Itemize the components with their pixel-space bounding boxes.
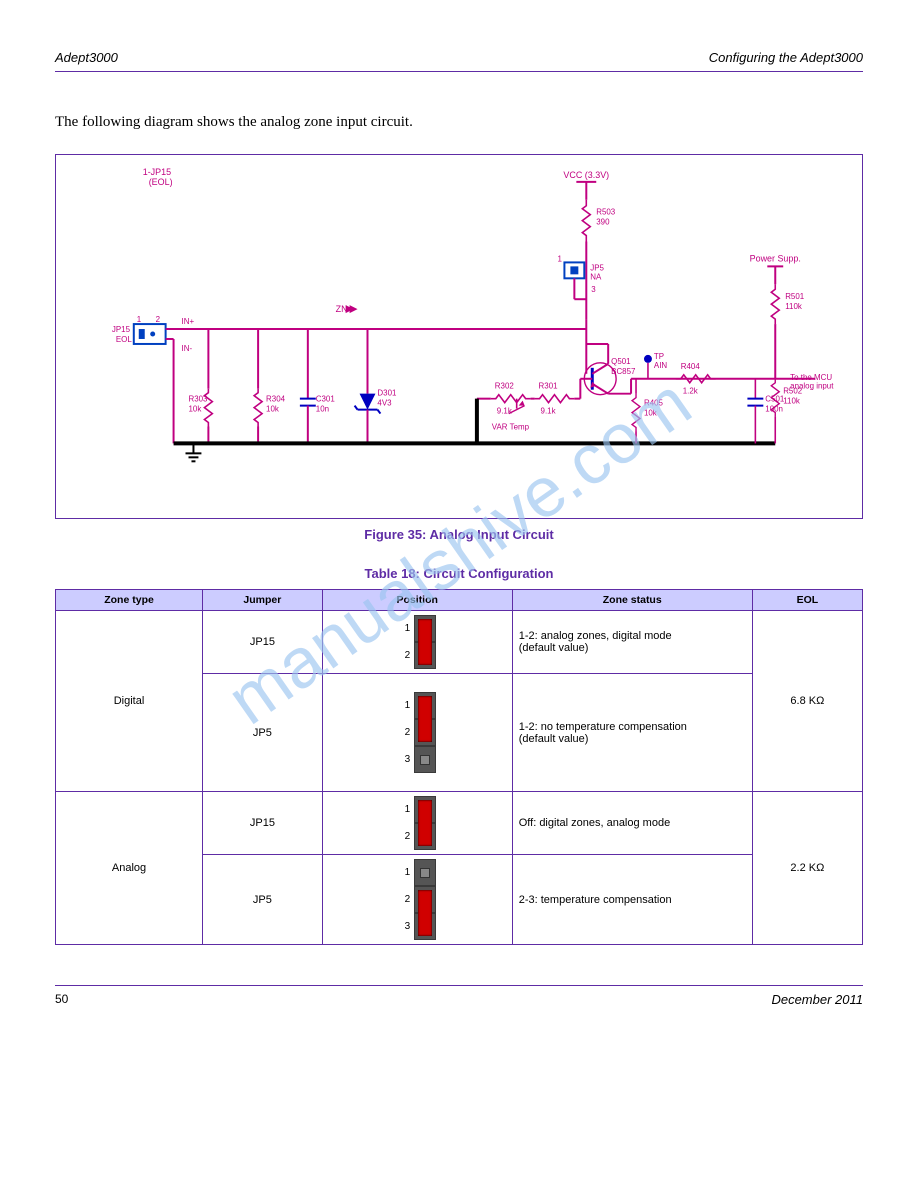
cell-jumper: JP15 [203, 792, 323, 855]
vcc-label: VCC (3.3V) [563, 170, 609, 180]
svg-text:2: 2 [156, 315, 161, 324]
jumper-icon: 1 2 3 [398, 692, 436, 773]
inplus: IN+ [182, 317, 195, 326]
table-row: Analog JP15 1 2 Off: digital zones, anal… [56, 792, 863, 855]
config-table: Zone type Jumper Position Zone status EO… [55, 589, 863, 945]
page-number: 50 [55, 992, 68, 1007]
table-row: Digital JP15 1 2 1-2: analog zones, digi… [56, 611, 863, 674]
mcu-label: To the MCU [790, 373, 832, 382]
col-status: Zone status [512, 590, 752, 611]
r304v: 10k [266, 405, 279, 414]
d301v: 4V3 [377, 399, 392, 408]
cell-position: 1 2 3 [322, 855, 512, 945]
jumper-icon: 1 2 3 [398, 859, 436, 940]
circuit-svg: 1-JP15 (EOL) VCC (3.3V) R503 390 JP5 NA … [56, 155, 862, 518]
r303-lbl: R303 [188, 395, 208, 404]
cell-position: 1 2 [322, 792, 512, 855]
svg-text:1: 1 [137, 315, 142, 324]
r405v: 10k [644, 409, 657, 418]
r405-lbl: R405 [644, 399, 664, 408]
r502v: 110k [783, 397, 800, 406]
c301-lbl: C301 [316, 395, 336, 404]
cell-zone: Digital [56, 611, 203, 792]
jp15-top-label: 1-JP15 [143, 167, 171, 177]
jp15-lbl: JP15 [112, 325, 131, 334]
cell-status: Off: digital zones, analog mode [512, 792, 752, 855]
table-header-row: Zone type Jumper Position Zone status EO… [56, 590, 863, 611]
header-left: Adept3000 [55, 50, 118, 65]
r503v: 390 [596, 218, 610, 227]
intro-text: The following diagram shows the analog z… [55, 112, 863, 132]
cell-zone: Analog [56, 792, 203, 945]
jp15v: EOL [116, 335, 132, 344]
pwr-label: Power Supp. [750, 254, 801, 264]
d301-lbl: D301 [377, 389, 397, 398]
r302-lbl: R302 [495, 382, 515, 391]
r301v: 9.1k [541, 407, 556, 416]
col-jumper: Jumper [203, 590, 323, 611]
page-footer: 50 December 2011 [55, 992, 863, 1007]
jumper-icon: 1 2 [398, 615, 436, 669]
cell-position: 1 2 3 [322, 674, 512, 792]
header-right: Configuring the Adept3000 [709, 50, 863, 65]
r501-lbl: R501 [785, 292, 805, 301]
cell-jumper: JP5 [203, 855, 323, 945]
cell-jumper: JP5 [203, 674, 323, 792]
r503-lbl: R503 [596, 208, 616, 217]
c301v: 10n [316, 405, 329, 414]
jumper-icon: 1 2 [398, 796, 436, 850]
cell-status: 1-2: analog zones, digital mode (default… [512, 611, 752, 674]
svg-text:3: 3 [591, 285, 596, 294]
tvar: VAR Temp [492, 423, 530, 432]
jp15-top-label2: (EOL) [149, 177, 173, 187]
r404v: 1.2k [683, 387, 698, 396]
cell-status: 2-3: temperature compensation [512, 855, 752, 945]
circuit-figure: 1-JP15 (EOL) VCC (3.3V) R503 390 JP5 NA … [55, 154, 863, 519]
q501v: BC857 [611, 367, 636, 376]
r301-lbl: R301 [539, 382, 559, 391]
cell-status: 1-2: no temperature compensation (defaul… [512, 674, 752, 792]
jp5-lbl: JP5 [590, 264, 604, 273]
r304-lbl: R304 [266, 395, 286, 404]
cell-jumper: JP15 [203, 611, 323, 674]
col-zone: Zone type [56, 590, 203, 611]
footer-date: December 2011 [771, 992, 863, 1007]
r302v: 9.1k [497, 407, 512, 416]
cell-eol: 2.2 KΩ [752, 792, 862, 945]
c501-lbl: C501 [765, 395, 785, 404]
svg-text:analog input: analog input [790, 382, 834, 391]
cell-position: 1 2 [322, 611, 512, 674]
col-eol: EOL [752, 590, 862, 611]
page-header: Adept3000 Configuring the Adept3000 [55, 50, 863, 65]
header-rule [55, 71, 863, 72]
r303v: 10k [188, 405, 201, 414]
table-title: Table 18: Circuit Configuration [55, 566, 863, 581]
svg-text:TP: TP [654, 352, 664, 361]
ain: AIN [654, 361, 667, 370]
footer-rule [55, 985, 863, 986]
figure-caption: Figure 35: Analog Input Circuit [55, 527, 863, 542]
svg-text:1: 1 [557, 255, 562, 264]
q501-lbl: Q501 [611, 357, 631, 366]
col-position: Position [322, 590, 512, 611]
inminus: IN- [182, 344, 193, 353]
cell-eol: 6.8 KΩ [752, 611, 862, 792]
r501v: 110k [785, 302, 802, 311]
r404-lbl: R404 [681, 362, 701, 371]
jp5v: NA [590, 273, 602, 282]
